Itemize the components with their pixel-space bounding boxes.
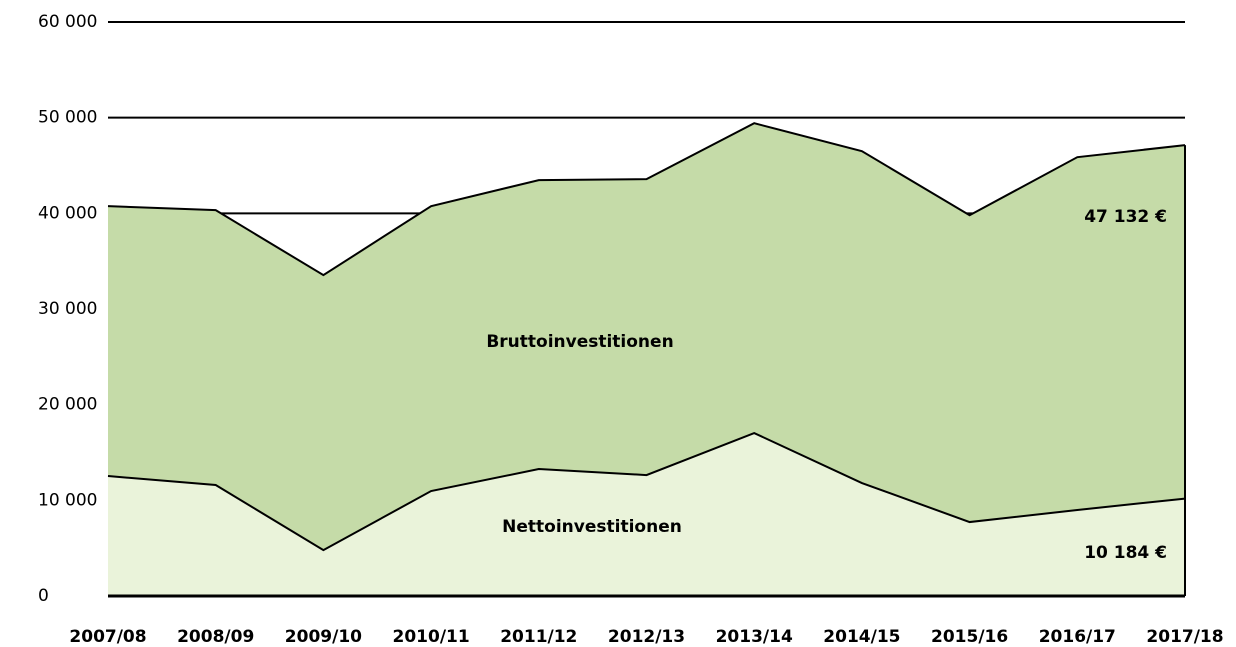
- x-tick-label: 2013/14: [716, 627, 793, 647]
- x-tick-label: 2012/13: [608, 627, 685, 647]
- x-tick-label: 2008/09: [177, 627, 254, 647]
- y-tick-label: 30 000: [38, 299, 97, 319]
- value-label: 47 132 €: [1084, 207, 1167, 227]
- value-label: 10 184 €: [1084, 543, 1167, 563]
- x-tick-label: 2015/16: [931, 627, 1008, 647]
- x-tick-label: 2016/17: [1039, 627, 1116, 647]
- x-tick-label: 2017/18: [1146, 627, 1223, 647]
- y-tick-label: 20 000: [38, 395, 97, 415]
- x-tick-label: 2007/08: [69, 627, 146, 647]
- x-tick-label: 2009/10: [285, 627, 362, 647]
- series-label: Nettoinvestitionen: [502, 517, 682, 537]
- y-tick-label: 10 000: [38, 490, 97, 510]
- area: [108, 433, 1185, 596]
- area-line: [107, 122, 1186, 277]
- y-tick-label: 60 000: [38, 12, 97, 32]
- y-tick-label: 40 000: [38, 203, 97, 223]
- y-tick-label: 50 000: [38, 108, 97, 128]
- x-tick-label: 2014/15: [823, 627, 900, 647]
- x-tick-label: 2011/12: [500, 627, 577, 647]
- x-tick-label: 2010/11: [393, 627, 470, 647]
- series-label: Bruttoinvestitionen: [486, 332, 673, 352]
- area-line: [107, 431, 1186, 552]
- y-tick-label: 0: [38, 586, 49, 606]
